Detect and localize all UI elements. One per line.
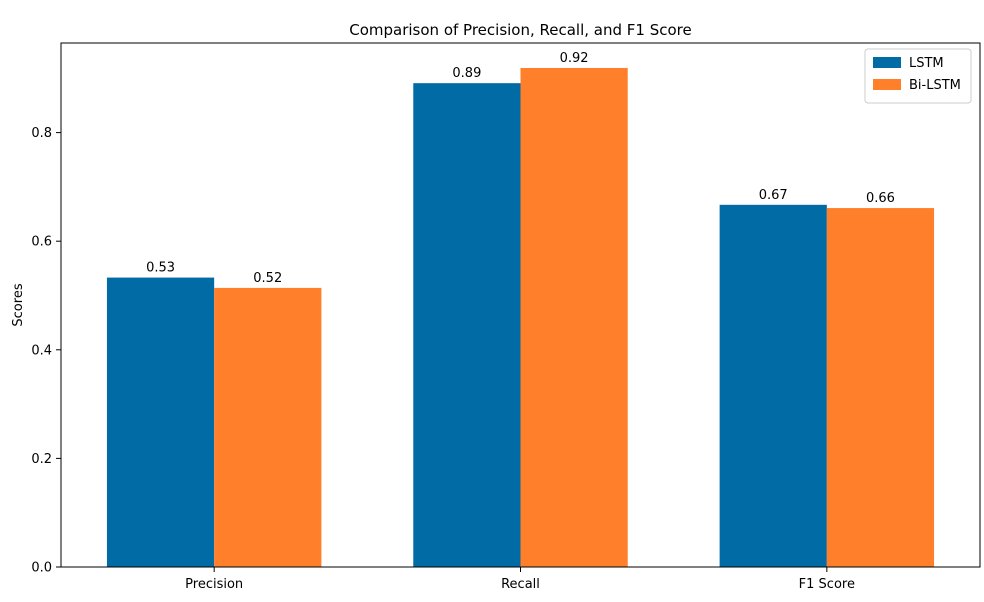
bar-value-label: 0.53 xyxy=(146,261,175,276)
bar-bi-lstm-1 xyxy=(520,67,628,567)
x-tick-label: Precision xyxy=(185,577,243,592)
y-tick-label: 0.2 xyxy=(31,452,52,467)
bar-value-label: 0.89 xyxy=(452,66,481,81)
y-tick-label: 0.4 xyxy=(31,343,52,358)
legend: LSTM Bi-LSTM xyxy=(864,48,972,104)
x-tick-label: F1 Score xyxy=(799,577,855,592)
legend-label: LSTM xyxy=(909,56,944,71)
bar-value-label: 0.67 xyxy=(759,188,788,203)
bar-value-label: 0.52 xyxy=(253,271,282,286)
y-tick-label: 0.6 xyxy=(31,235,52,250)
y-axis-label: Scores xyxy=(11,283,26,326)
plot-area: 0.53 0.89 0.67 0.52 0.92 0.66 0.0 0.2 0.4 0.6 0.8 P… xyxy=(31,42,981,592)
bar-lstm-1 xyxy=(413,83,521,568)
bar-bi-lstm-0 xyxy=(214,287,322,567)
chart-title: Comparison of Precision, Recall, and F1 … xyxy=(349,21,692,39)
legend-swatch xyxy=(873,79,901,90)
bar-lstm-0 xyxy=(106,277,215,567)
bar-lstm-2 xyxy=(719,204,827,567)
bar-value-label: 0.92 xyxy=(560,51,589,66)
legend-label: Bi-LSTM xyxy=(909,78,961,93)
legend-swatch xyxy=(873,57,901,68)
x-tick-label: Recall xyxy=(501,577,540,592)
y-tick-label: 0.0 xyxy=(31,561,52,576)
bar-value-label: 0.66 xyxy=(866,191,895,206)
y-tick-label: 0.8 xyxy=(31,126,52,141)
bar-bi-lstm-2 xyxy=(826,208,935,567)
